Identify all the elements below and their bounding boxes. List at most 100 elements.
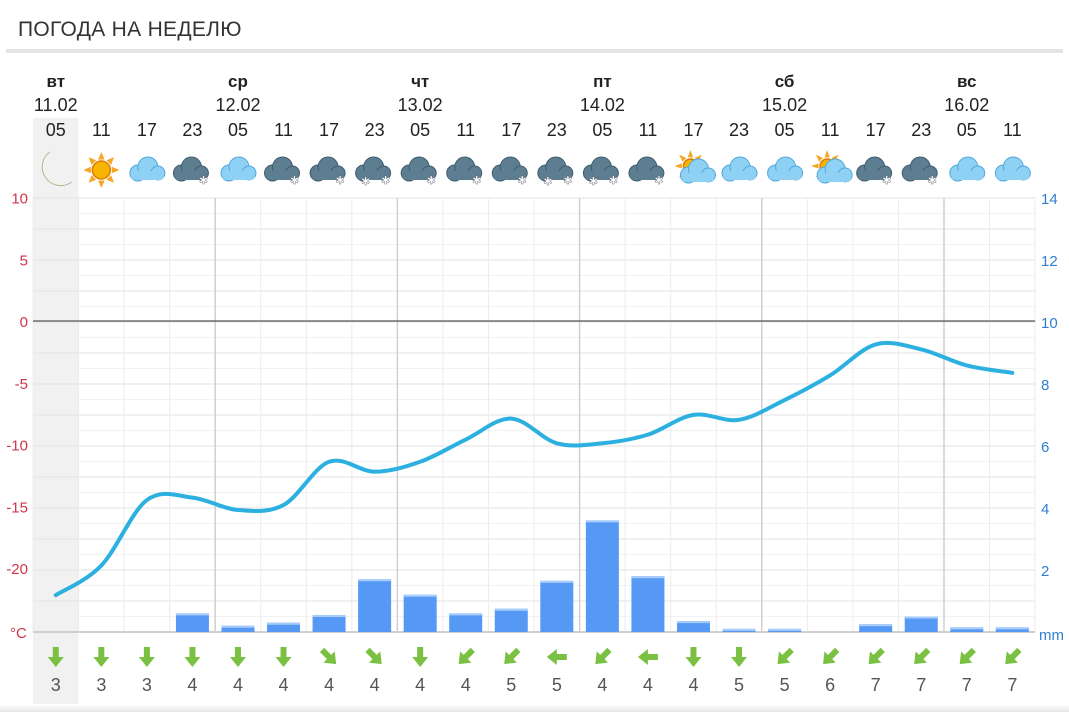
precipitation-bar [403,594,437,632]
precip-tick-label: 2 [1041,563,1049,580]
cloud-icon [721,156,758,182]
title-divider [6,49,1063,53]
wind-speed: 7 [871,675,881,695]
hour-label: 17 [501,120,521,140]
hour-label: 17 [137,120,157,140]
hour-label: 23 [365,120,385,140]
svg-text:✱: ✱ [589,176,598,188]
cloud-snow-icon: ✱ [400,156,437,187]
precipitation-bar [358,579,392,632]
hour-label: 11 [456,120,475,140]
hour-label: 05 [592,120,612,140]
wind-arrow-down-right-icon [319,647,337,665]
hour-label: 17 [683,120,703,140]
precip-tick-label: 12 [1041,253,1058,270]
bottom-edge [0,704,1069,712]
hour-label: 05 [228,120,248,140]
cloud-icon [129,156,166,182]
wind-speed: 4 [643,675,653,695]
hour-label: 11 [821,120,840,140]
wind-speed: 4 [415,675,425,695]
wind-arrow-down-left-icon [914,647,931,665]
wind-arrow-down-icon [275,647,292,667]
precipitation-bar [676,621,710,632]
svg-text:✱: ✱ [335,175,344,187]
precipitation-bar [950,627,984,632]
cloud-snow-icon: ✱ [264,156,301,187]
hour-label: 11 [92,120,111,140]
hour-label: 23 [182,120,202,140]
day-date: 12.02 [215,95,260,115]
hour-label: 11 [639,120,658,140]
wind-arrow-left-icon [637,649,658,665]
precip-tick-label: 10 [1041,315,1058,332]
precipitation-bar [175,613,209,632]
precip-tick-label: 4 [1041,501,1049,518]
wind-arrow-down-icon [412,647,429,667]
svg-text:✱: ✱ [928,175,937,187]
wind-speed: 3 [96,675,106,695]
precipitation-bar [267,622,301,632]
temp-tick-label: 5 [20,252,28,269]
hour-label: 23 [547,120,567,140]
precipitation-bar [494,608,528,632]
svg-text:✱: ✱ [427,175,436,187]
precip-tick-label: 6 [1041,439,1049,456]
wind-speed: 4 [688,675,698,695]
wind-speed: 6 [825,675,835,695]
cloud-heavy-snow-icon: ✱✱ [355,156,392,188]
cloud-snow-icon: ✱ [901,156,938,187]
cloud-snow-icon: ✱ [172,156,209,187]
temp-tick-label: -20 [6,561,28,578]
wind-speed: 3 [142,675,152,695]
wind-speed: 7 [1007,675,1017,695]
wind-arrow-down-left-icon [777,647,794,665]
moon-icon [41,151,73,187]
wind-speed: 5 [734,675,744,695]
cloud-icon [994,156,1031,182]
temp-unit-label: °C [10,625,27,642]
wind-speed: 4 [370,675,380,695]
sun-cloud-icon [811,150,853,184]
wind-arrow-down-left-icon [959,647,976,665]
wind-speed: 3 [51,675,61,695]
hour-label: 05 [46,120,66,140]
day-date: 14.02 [580,95,625,115]
precipitation-bar [312,614,346,632]
wind-arrow-down-left-icon [823,647,840,665]
wind-arrow-down-left-icon [504,647,521,665]
svg-text:✱: ✱ [609,175,618,187]
svg-text:✱: ✱ [654,175,663,187]
hour-label: 17 [866,120,886,140]
svg-text:✱: ✱ [882,175,891,187]
wind-speed: 5 [552,675,562,695]
hour-label: 05 [775,120,795,140]
wind-arrow-down-icon [93,647,110,667]
wind-speed: 7 [916,675,926,695]
wind-arrow-down-left-icon [595,647,612,665]
sun-icon [83,152,120,188]
hour-label: 23 [729,120,749,140]
cloud-snow-icon: ✱ [628,156,665,187]
cloud-snow-icon: ✱ [309,156,346,187]
hour-label: 17 [319,120,339,140]
precip-unit-label: mm [1039,627,1064,644]
wind-arrow-down-left-icon [868,647,885,665]
cloud-icon [220,156,257,182]
precipitation-bar [904,616,938,632]
wind-speed: 5 [506,675,516,695]
precip-tick-label: 14 [1041,191,1058,208]
sun-cloud-icon [674,150,716,184]
cloud-heavy-snow-icon: ✱✱ [537,156,574,188]
svg-text:✱: ✱ [199,175,208,187]
wind-arrow-down-left-icon [458,647,475,665]
cloud-snow-icon: ✱ [446,156,483,187]
day-date: 13.02 [398,95,443,115]
wind-speed: 4 [233,675,243,695]
temp-tick-label: -10 [6,438,28,455]
temp-tick-label: 10 [11,191,28,208]
wind-speed: 4 [187,675,197,695]
wind-speed: 4 [324,675,334,695]
wind-arrow-down-icon [685,647,702,667]
temperature-line [53,340,1015,598]
